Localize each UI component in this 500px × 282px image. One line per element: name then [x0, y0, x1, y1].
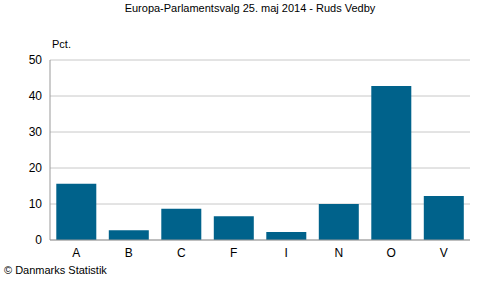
svg-text:O: O: [387, 246, 396, 260]
svg-text:A: A: [72, 246, 80, 260]
svg-text:0: 0: [35, 233, 42, 247]
svg-text:30: 30: [29, 125, 43, 139]
html-text:Europa-Parlamentsvalg 25. maj: Europa-Parlamentsvalg 25. maj 2014 - Rud…: [124, 2, 376, 14]
html-text:Pct.: Pct.: [52, 38, 71, 50]
svg-text:N: N: [334, 246, 343, 260]
svg-text:50: 50: [29, 53, 43, 67]
svg-text:10: 10: [29, 197, 43, 211]
html-text:© Danmarks Statistik: © Danmarks Statistik: [4, 264, 107, 276]
svg-text:I: I: [285, 246, 288, 260]
svg-text:V: V: [440, 246, 448, 260]
svg-text:B: B: [125, 246, 133, 260]
svg-text:20: 20: [29, 161, 43, 175]
svg-text:40: 40: [29, 89, 43, 103]
svg-text:F: F: [230, 246, 237, 260]
svg-text:C: C: [177, 246, 186, 260]
